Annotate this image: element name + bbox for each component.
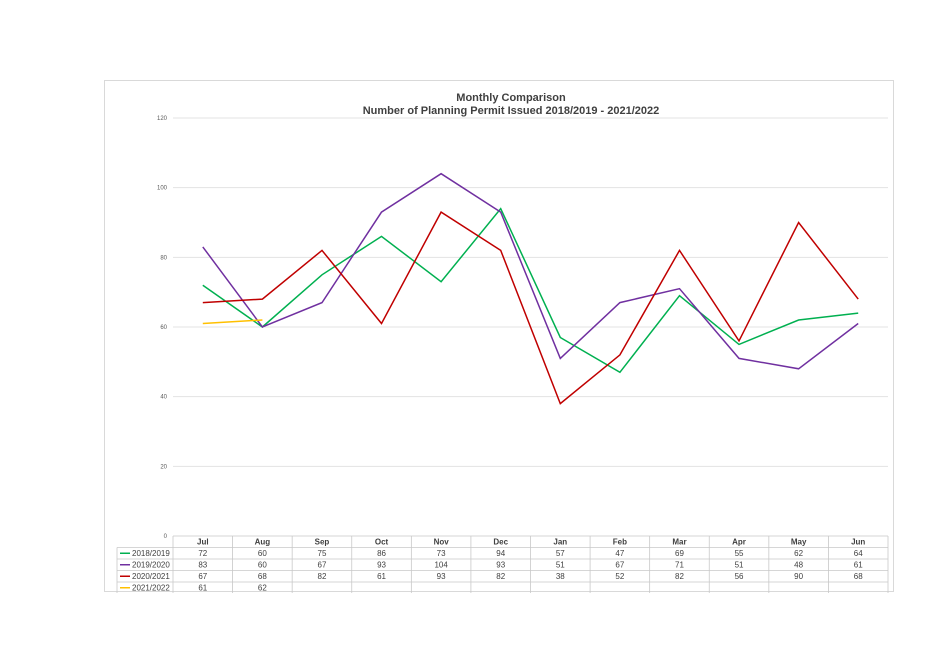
x-tick-label-Nov: Nov — [434, 538, 450, 547]
data-label-2020-2021-Jun: 68 — [854, 572, 863, 581]
data-label-2019-2020-Nov: 104 — [434, 561, 448, 570]
chart-subtitle: Number of Planning Permit Issued 2018/20… — [363, 105, 660, 117]
data-label-2020-2021-Sep: 82 — [318, 572, 327, 581]
x-tick-label-Sep: Sep — [315, 538, 330, 547]
data-label-2021-2022-Jul: 61 — [198, 584, 207, 593]
x-tick-label-Mar: Mar — [672, 538, 686, 547]
legend-label-2020-2021: 2020/2021 — [132, 572, 170, 581]
data-label-2021-2022-Aug: 62 — [258, 584, 267, 593]
x-tick-label-Jun: Jun — [851, 538, 865, 547]
series-line-2018-2019 — [202, 207, 859, 374]
x-tick-label-Jan: Jan — [553, 538, 567, 547]
series-lines — [202, 172, 859, 405]
data-label-2018-2019-Apr: 55 — [735, 549, 744, 558]
series-line-2019-2020 — [202, 172, 859, 370]
y-tick-label-0: 0 — [164, 534, 168, 540]
data-label-2018-2019-Oct: 86 — [377, 549, 386, 558]
x-tick-label-Jul: Jul — [197, 538, 209, 547]
y-tick-label-120: 120 — [157, 116, 168, 122]
x-tick-label-Feb: Feb — [613, 538, 627, 547]
data-label-2018-2019-Jul: 72 — [198, 549, 207, 558]
data-label-2018-2019-Jan: 57 — [556, 549, 565, 558]
data-label-2020-2021-Feb: 52 — [615, 572, 624, 581]
data-label-2020-2021-May: 90 — [794, 572, 803, 581]
legend-label-2019-2020: 2019/2020 — [132, 561, 170, 570]
series-line-2021-2022 — [202, 319, 263, 325]
y-tick-label-100: 100 — [157, 186, 168, 192]
data-label-2018-2019-Nov: 73 — [437, 549, 446, 558]
data-label-2019-2020-Sep: 67 — [318, 561, 327, 570]
data-label-2019-2020-May: 48 — [794, 561, 803, 570]
x-tick-label-Apr: Apr — [732, 538, 746, 547]
data-label-2019-2020-Oct: 93 — [377, 561, 386, 570]
data-label-2019-2020-Jul: 83 — [198, 561, 207, 570]
legend-label-2021-2022: 2021/2022 — [132, 584, 170, 593]
y-tick-label-20: 20 — [160, 464, 167, 470]
data-label-2019-2020-Jan: 51 — [556, 561, 565, 570]
chart-container: Monthly Comparison Number of Planning Pe… — [104, 80, 894, 593]
chart-title: Monthly Comparison — [456, 92, 566, 104]
y-tick-label-40: 40 — [160, 395, 167, 401]
data-table: Jul Aug Sep Oct Nov Dec Jan Feb Mar Apr May Jun 2018… — [116, 535, 889, 593]
y-axis: 0 20 40 60 80 100 120 — [157, 116, 168, 540]
x-tick-label-Oct: Oct — [375, 538, 389, 547]
data-label-2020-2021-Nov: 93 — [437, 572, 446, 581]
data-label-2018-2019-Mar: 69 — [675, 549, 684, 558]
data-label-2020-2021-Aug: 68 — [258, 572, 267, 581]
x-tick-label-Dec: Dec — [493, 538, 508, 547]
gridlines — [173, 117, 888, 467]
data-label-2020-2021-Jan: 38 — [556, 572, 565, 581]
data-label-2018-2019-Aug: 60 — [258, 549, 267, 558]
y-tick-label-80: 80 — [160, 255, 167, 261]
data-label-2019-2020-Mar: 71 — [675, 561, 684, 570]
data-label-2019-2020-Feb: 67 — [615, 561, 624, 570]
data-label-2019-2020-Apr: 51 — [735, 561, 744, 570]
data-label-2018-2019-Jun: 64 — [854, 549, 863, 558]
line-chart: Monthly Comparison Number of Planning Pe… — [116, 92, 889, 593]
data-label-2018-2019-Dec: 94 — [496, 549, 505, 558]
data-label-2019-2020-Aug: 60 — [258, 561, 267, 570]
data-label-2018-2019-May: 62 — [794, 549, 803, 558]
series-line-2020-2021 — [202, 211, 859, 405]
data-label-2018-2019-Feb: 47 — [615, 549, 624, 558]
data-label-2019-2020-Dec: 93 — [496, 561, 505, 570]
data-label-2019-2020-Jun: 61 — [854, 561, 863, 570]
data-label-2020-2021-Apr: 56 — [735, 572, 744, 581]
data-label-2020-2021-Oct: 61 — [377, 572, 386, 581]
data-label-2018-2019-Sep: 75 — [318, 549, 327, 558]
data-label-2020-2021-Dec: 82 — [496, 572, 505, 581]
y-tick-label-60: 60 — [160, 325, 167, 331]
data-label-2020-2021-Jul: 67 — [198, 572, 207, 581]
legend-label-2018-2019: 2018/2019 — [132, 549, 170, 558]
data-label-2020-2021-Mar: 82 — [675, 572, 684, 581]
x-tick-label-Aug: Aug — [255, 538, 271, 547]
x-tick-label-May: May — [791, 538, 807, 547]
